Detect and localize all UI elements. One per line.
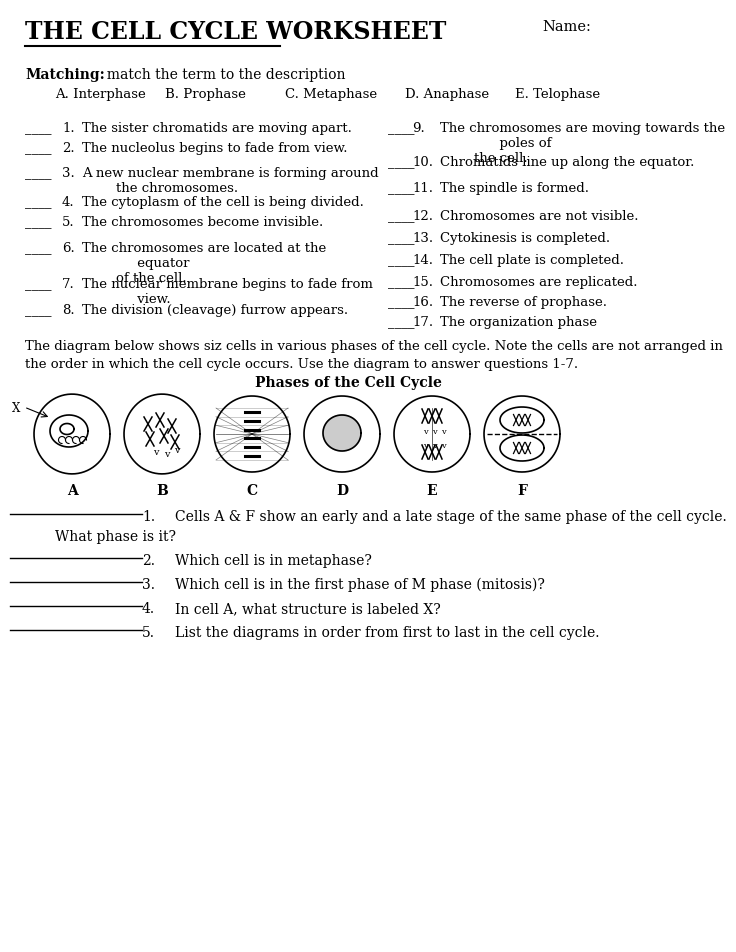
Text: The nucleolus begins to fade from view.: The nucleolus begins to fade from view. [82,142,347,155]
Text: The chromosomes become invisible.: The chromosomes become invisible. [82,216,323,229]
Text: D. Anaphase: D. Anaphase [405,88,489,101]
Text: v: v [174,446,180,455]
Text: 11.: 11. [412,182,433,195]
Text: Chromatids line up along the equator.: Chromatids line up along the equator. [440,156,694,169]
Text: 14.: 14. [412,254,433,267]
Text: Which cell is in metaphase?: Which cell is in metaphase? [175,554,372,568]
Text: ____: ____ [388,210,414,223]
Text: The spindle is formed.: The spindle is formed. [440,182,589,195]
Text: ____: ____ [388,254,414,267]
Text: 2.: 2. [62,142,74,155]
Text: v: v [423,428,428,436]
Text: match the term to the description: match the term to the description [98,68,345,82]
Text: The reverse of prophase.: The reverse of prophase. [440,296,607,309]
Text: 5.: 5. [142,626,155,640]
Text: The division (cleavage) furrow appears.: The division (cleavage) furrow appears. [82,304,348,317]
Text: A new nuclear membrane is forming around
        the chromosomes.: A new nuclear membrane is forming around… [82,167,378,195]
Text: Name:: Name: [542,20,591,34]
Text: Cytokinesis is completed.: Cytokinesis is completed. [440,232,610,245]
Text: 1.: 1. [142,510,155,524]
Text: ____: ____ [25,242,52,255]
Text: ____: ____ [388,232,414,245]
Text: 12.: 12. [412,210,433,223]
Text: ____: ____ [25,196,52,209]
Text: Chromosomes are replicated.: Chromosomes are replicated. [440,276,637,289]
Text: ____: ____ [25,216,52,229]
Text: Phases of the Cell Cycle: Phases of the Cell Cycle [255,376,442,390]
Text: 7.: 7. [62,278,75,291]
Text: 3.: 3. [142,578,155,592]
Text: 9.: 9. [412,122,425,135]
Text: v: v [432,428,436,436]
Text: Cells A & F show an early and a late stage of the same phase of the cell cycle.: Cells A & F show an early and a late sta… [175,510,726,524]
Text: The chromosomes are located at the
             equator
        of the cell.: The chromosomes are located at the equat… [82,242,326,285]
Text: Which cell is in the first phase of M phase (mitosis)?: Which cell is in the first phase of M ph… [175,578,545,592]
Text: 1.: 1. [62,122,74,135]
Text: The cytoplasm of the cell is being divided.: The cytoplasm of the cell is being divid… [82,196,364,209]
Text: ____: ____ [25,122,52,135]
Text: ____: ____ [388,316,414,329]
Text: 8.: 8. [62,304,74,317]
Text: B. Prophase: B. Prophase [165,88,246,101]
Text: v: v [432,442,436,450]
Text: 5.: 5. [62,216,74,229]
Text: The cell plate is completed.: The cell plate is completed. [440,254,624,267]
Text: 16.: 16. [412,296,433,309]
Text: ____: ____ [25,142,52,155]
Polygon shape [323,415,361,451]
Text: v: v [423,442,428,450]
Text: The nuclear membrane begins to fade from
             view.: The nuclear membrane begins to fade from… [82,278,373,306]
Text: A: A [67,484,77,498]
Text: ____: ____ [25,304,52,317]
Text: the order in which the cell cycle occurs. Use the diagram to answer questions 1-: the order in which the cell cycle occurs… [25,358,578,371]
Text: What phase is it?: What phase is it? [55,530,176,544]
Text: ____: ____ [388,156,414,169]
Text: C: C [247,484,258,498]
Text: List the diagrams in order from first to last in the cell cycle.: List the diagrams in order from first to… [175,626,600,640]
Text: v: v [153,448,158,457]
Text: D: D [336,484,348,498]
Text: Matching:: Matching: [25,68,105,82]
Text: ____: ____ [388,296,414,309]
Text: In cell A, what structure is labeled X?: In cell A, what structure is labeled X? [175,602,441,616]
Text: The chromosomes are moving towards the
              poles of
        the cell.: The chromosomes are moving towards the p… [440,122,725,165]
Text: X: X [12,402,21,415]
Text: ____: ____ [25,278,52,291]
Text: 2.: 2. [142,554,155,568]
Text: F: F [517,484,527,498]
Text: B: B [156,484,168,498]
Text: 10.: 10. [412,156,433,169]
Text: ____: ____ [25,167,52,180]
Text: v: v [441,428,446,436]
Text: 3.: 3. [62,167,75,180]
Text: ____: ____ [388,122,414,135]
Text: E: E [427,484,437,498]
Text: Chromosomes are not visible.: Chromosomes are not visible. [440,210,639,223]
Text: ____: ____ [388,182,414,195]
Text: THE CELL CYCLE WORKSHEET: THE CELL CYCLE WORKSHEET [25,20,446,44]
Text: C. Metaphase: C. Metaphase [285,88,377,101]
Text: The diagram below shows siz cells in various phases of the cell cycle. Note the : The diagram below shows siz cells in var… [25,340,723,353]
Text: 4.: 4. [142,602,155,616]
Text: 13.: 13. [412,232,433,245]
Text: 15.: 15. [412,276,433,289]
Text: 6.: 6. [62,242,75,255]
Text: 4.: 4. [62,196,74,209]
Text: The sister chromatids are moving apart.: The sister chromatids are moving apart. [82,122,352,135]
Text: E. Telophase: E. Telophase [515,88,600,101]
Text: A. Interphase: A. Interphase [55,88,146,101]
Text: ____: ____ [388,276,414,289]
Text: 17.: 17. [412,316,433,329]
Text: v: v [164,450,169,459]
Text: v: v [441,442,446,450]
Text: The organization phase: The organization phase [440,316,597,329]
